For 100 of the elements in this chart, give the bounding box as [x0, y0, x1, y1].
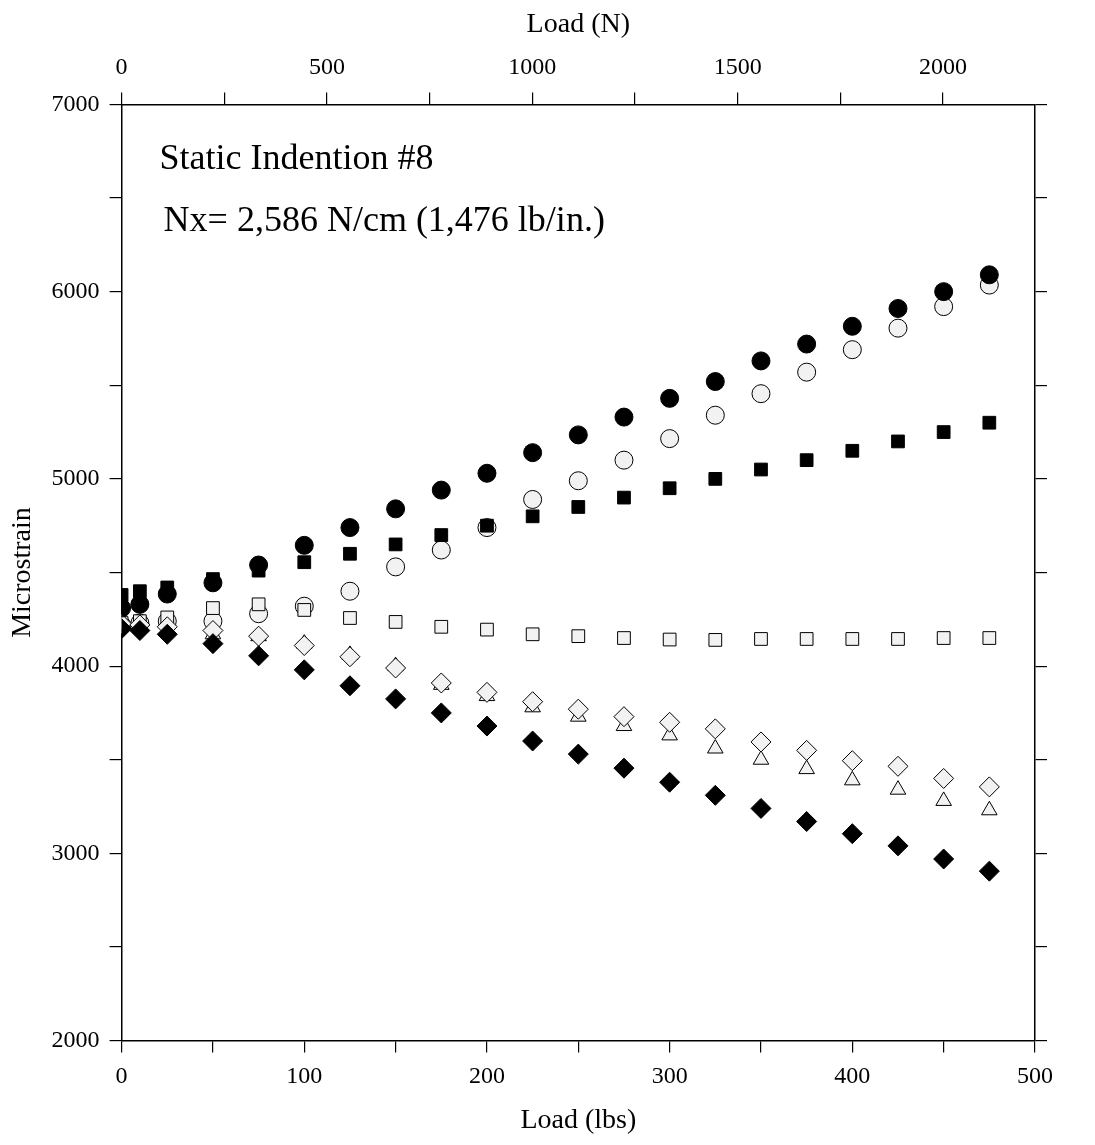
x2-tick-label: 1500	[713, 53, 762, 80]
point	[979, 265, 999, 285]
point	[662, 481, 677, 496]
point	[662, 632, 677, 647]
point	[343, 611, 357, 625]
point	[797, 362, 817, 382]
point	[978, 860, 1000, 882]
point	[659, 771, 681, 793]
point	[845, 632, 860, 646]
point	[476, 681, 498, 703]
point	[842, 316, 862, 336]
point	[434, 619, 449, 634]
point	[797, 334, 817, 354]
point	[887, 835, 909, 857]
point	[978, 776, 1000, 798]
point	[705, 372, 725, 392]
point	[522, 691, 544, 713]
annotation: Nx= 2,586 N/cm (1,476 lb/in.)	[163, 199, 605, 240]
point	[751, 384, 771, 404]
point	[385, 688, 407, 710]
y-tick-label: 4000	[51, 651, 100, 678]
point	[617, 631, 631, 645]
point	[933, 848, 955, 870]
point	[430, 672, 452, 694]
point	[477, 463, 497, 483]
point	[659, 711, 681, 733]
point	[613, 757, 635, 779]
point	[613, 706, 635, 728]
point	[704, 718, 726, 740]
annotation: Static Indention #8	[159, 137, 434, 178]
point	[888, 318, 908, 338]
y-tick-label: 5000	[51, 464, 100, 491]
point	[476, 715, 498, 737]
point	[248, 625, 270, 647]
point	[388, 537, 403, 552]
point	[133, 584, 147, 599]
point	[934, 282, 954, 302]
x2-tick-label: 500	[308, 53, 345, 80]
point	[156, 623, 178, 645]
point	[754, 632, 768, 646]
point	[660, 388, 680, 408]
point	[936, 631, 951, 645]
x-tick-label: 300	[651, 1062, 688, 1089]
x-tick-label: 0	[115, 1062, 128, 1089]
point	[386, 499, 406, 519]
point	[480, 622, 494, 637]
point	[339, 675, 361, 697]
point	[750, 797, 772, 819]
point	[660, 429, 680, 449]
point	[523, 443, 543, 463]
point	[248, 645, 270, 667]
point	[571, 629, 586, 644]
point	[523, 489, 543, 509]
x-tick-label: 200	[468, 1062, 505, 1089]
x2-tick-label: 2000	[919, 53, 967, 80]
point	[567, 743, 589, 765]
point	[845, 443, 860, 458]
y-tick-label: 2000	[51, 1025, 100, 1052]
point	[841, 750, 863, 772]
point	[388, 615, 403, 629]
point	[340, 518, 360, 538]
point	[841, 823, 863, 845]
x-tick-label: 500	[1017, 1062, 1053, 1089]
point	[704, 784, 726, 806]
point	[251, 597, 266, 612]
point	[386, 557, 406, 577]
point	[751, 351, 771, 371]
point	[385, 657, 407, 679]
y-tick-label: 7000	[51, 89, 100, 116]
point	[294, 535, 314, 555]
point	[339, 646, 361, 668]
point	[982, 415, 997, 430]
point	[430, 702, 452, 724]
point	[934, 297, 954, 317]
point	[933, 767, 955, 789]
point	[431, 480, 451, 500]
point	[567, 698, 589, 720]
point	[982, 631, 997, 645]
point	[799, 453, 814, 468]
point	[293, 659, 315, 681]
point	[891, 434, 905, 449]
point	[796, 811, 818, 833]
point	[525, 509, 540, 524]
point	[705, 405, 725, 425]
point	[614, 407, 634, 427]
point	[707, 739, 724, 754]
point	[891, 632, 905, 646]
point	[568, 425, 588, 445]
point	[525, 627, 540, 642]
point	[206, 601, 220, 615]
point	[431, 540, 451, 560]
point	[202, 633, 224, 655]
point	[522, 730, 544, 752]
x2-axis-title: Load (N)	[526, 7, 630, 39]
point	[129, 620, 151, 642]
y-tick-label: 6000	[51, 276, 100, 303]
point	[936, 425, 951, 439]
x2-tick-label: 0	[115, 53, 128, 80]
point	[796, 739, 818, 761]
point	[571, 500, 586, 514]
